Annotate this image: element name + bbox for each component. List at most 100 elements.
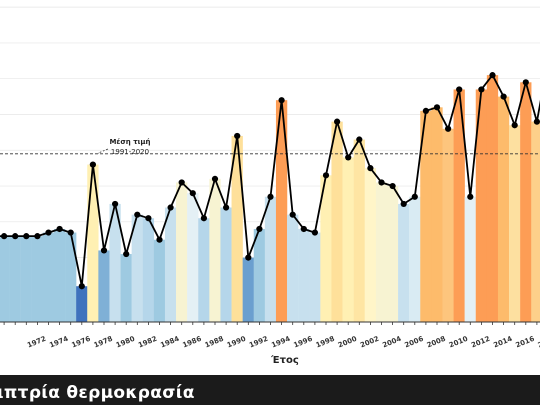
x-axis-label: Έτος xyxy=(270,354,299,366)
point-1983 xyxy=(156,236,163,243)
bar-1972 xyxy=(31,236,44,322)
bar-2010 xyxy=(453,89,465,322)
bar-1990 xyxy=(231,135,243,322)
point-1972 xyxy=(34,233,41,240)
point-2004 xyxy=(389,182,396,190)
point-1992 xyxy=(256,225,263,233)
bar-1969 xyxy=(0,236,10,322)
x-tick-label-2000: 2000 xyxy=(337,335,358,350)
x-tick-label-1988: 1988 xyxy=(204,335,225,350)
bar-2000 xyxy=(342,157,354,322)
x-tick-label-2016: 2016 xyxy=(515,335,536,350)
bar-2013 xyxy=(486,75,499,322)
x-tick-label-2012: 2012 xyxy=(470,335,491,350)
bar-2002 xyxy=(364,168,377,322)
point-2013 xyxy=(489,72,496,79)
point-1998 xyxy=(322,172,330,179)
point-1979 xyxy=(112,200,119,208)
bar-1984 xyxy=(164,207,177,322)
point-1995 xyxy=(289,211,296,218)
point-2017 xyxy=(533,118,540,125)
bar-1999 xyxy=(331,121,343,323)
bar-1970 xyxy=(9,236,21,322)
bar-2003 xyxy=(375,182,388,322)
bar-2009 xyxy=(442,128,454,322)
x-tick-label-2018: 2018 xyxy=(537,335,540,350)
bar-2007 xyxy=(420,110,432,323)
point-1986 xyxy=(189,190,196,197)
bar-1977 xyxy=(87,164,99,322)
point-1971 xyxy=(23,233,30,240)
x-tick-label-2002: 2002 xyxy=(359,335,380,350)
footer-title: ιπτρία θερμοκρασία xyxy=(0,383,195,403)
point-1993 xyxy=(267,193,274,200)
point-1969 xyxy=(1,233,8,240)
x-tick-label-1974: 1974 xyxy=(48,335,69,350)
x-ticks: 1972 1974 1976 1978 1980 1982 1984 1986 1988 1990… xyxy=(3,322,540,350)
bar-2006 xyxy=(409,196,421,322)
point-1999 xyxy=(334,118,341,125)
point-1994 xyxy=(278,97,285,104)
point-2016 xyxy=(522,79,529,86)
point-1981 xyxy=(134,211,141,218)
data-points xyxy=(1,72,540,290)
bar-1991 xyxy=(242,257,254,322)
point-2011 xyxy=(467,193,474,200)
point-1978 xyxy=(100,247,108,254)
point-1989 xyxy=(223,204,230,211)
point-1984 xyxy=(167,204,174,211)
x-tick-label-1990: 1990 xyxy=(226,335,247,350)
point-1987 xyxy=(200,215,207,222)
bar-1992 xyxy=(253,228,266,322)
point-1980 xyxy=(123,250,130,258)
mean-annotation-period: 1991-2020 xyxy=(111,148,149,156)
bar-1983 xyxy=(153,239,166,322)
bar-1975 xyxy=(65,232,77,322)
bar-1997 xyxy=(309,232,321,322)
x-tick-label-2004: 2004 xyxy=(381,335,402,350)
x-tick-label-1986: 1986 xyxy=(182,335,203,350)
point-2008 xyxy=(433,104,441,111)
bar-2017 xyxy=(531,121,540,323)
bar-1974 xyxy=(53,228,66,322)
bar-1981 xyxy=(131,214,143,322)
bar-2005 xyxy=(398,203,410,322)
mean-annotation-pointer xyxy=(98,148,109,154)
point-2010 xyxy=(456,86,463,93)
bar-2004 xyxy=(386,186,399,322)
point-1990 xyxy=(234,132,241,140)
chart-svg: Μέση τιμή 1991-2020 1972 1974 1976 1978 1980… xyxy=(0,6,540,366)
point-2006 xyxy=(411,193,418,200)
bar-1982 xyxy=(142,218,155,322)
x-tick-label-1982: 1982 xyxy=(137,335,158,350)
point-2001 xyxy=(356,136,363,143)
bar-1996 xyxy=(298,228,310,322)
point-2015 xyxy=(511,122,518,129)
bar-1986 xyxy=(187,193,199,322)
x-tick-label-1976: 1976 xyxy=(71,335,92,350)
x-tick-label-1978: 1978 xyxy=(93,335,114,350)
point-1982 xyxy=(145,215,152,222)
x-tick-label-2010: 2010 xyxy=(448,335,469,350)
x-tick-label-1984: 1984 xyxy=(159,335,180,350)
point-1973 xyxy=(45,229,52,236)
point-1985 xyxy=(178,179,185,186)
bar-1978 xyxy=(98,250,110,322)
bar-2014 xyxy=(497,96,510,322)
point-2014 xyxy=(500,93,507,100)
point-1975 xyxy=(67,229,74,236)
bar-2016 xyxy=(520,82,532,323)
x-tick-label-1998: 1998 xyxy=(315,335,336,350)
bar-1995 xyxy=(287,214,299,322)
x-tick-label-1972: 1972 xyxy=(26,335,47,350)
bar-2001 xyxy=(353,139,365,322)
point-1976 xyxy=(78,283,85,290)
x-tick-label-2006: 2006 xyxy=(404,335,425,350)
point-2009 xyxy=(445,125,452,132)
bar-1971 xyxy=(20,236,32,322)
point-2002 xyxy=(367,165,374,172)
bar-1998 xyxy=(320,175,332,322)
x-tick-label-2008: 2008 xyxy=(426,335,447,350)
bar-1989 xyxy=(220,207,232,322)
x-tick-label-1980: 1980 xyxy=(115,335,136,350)
